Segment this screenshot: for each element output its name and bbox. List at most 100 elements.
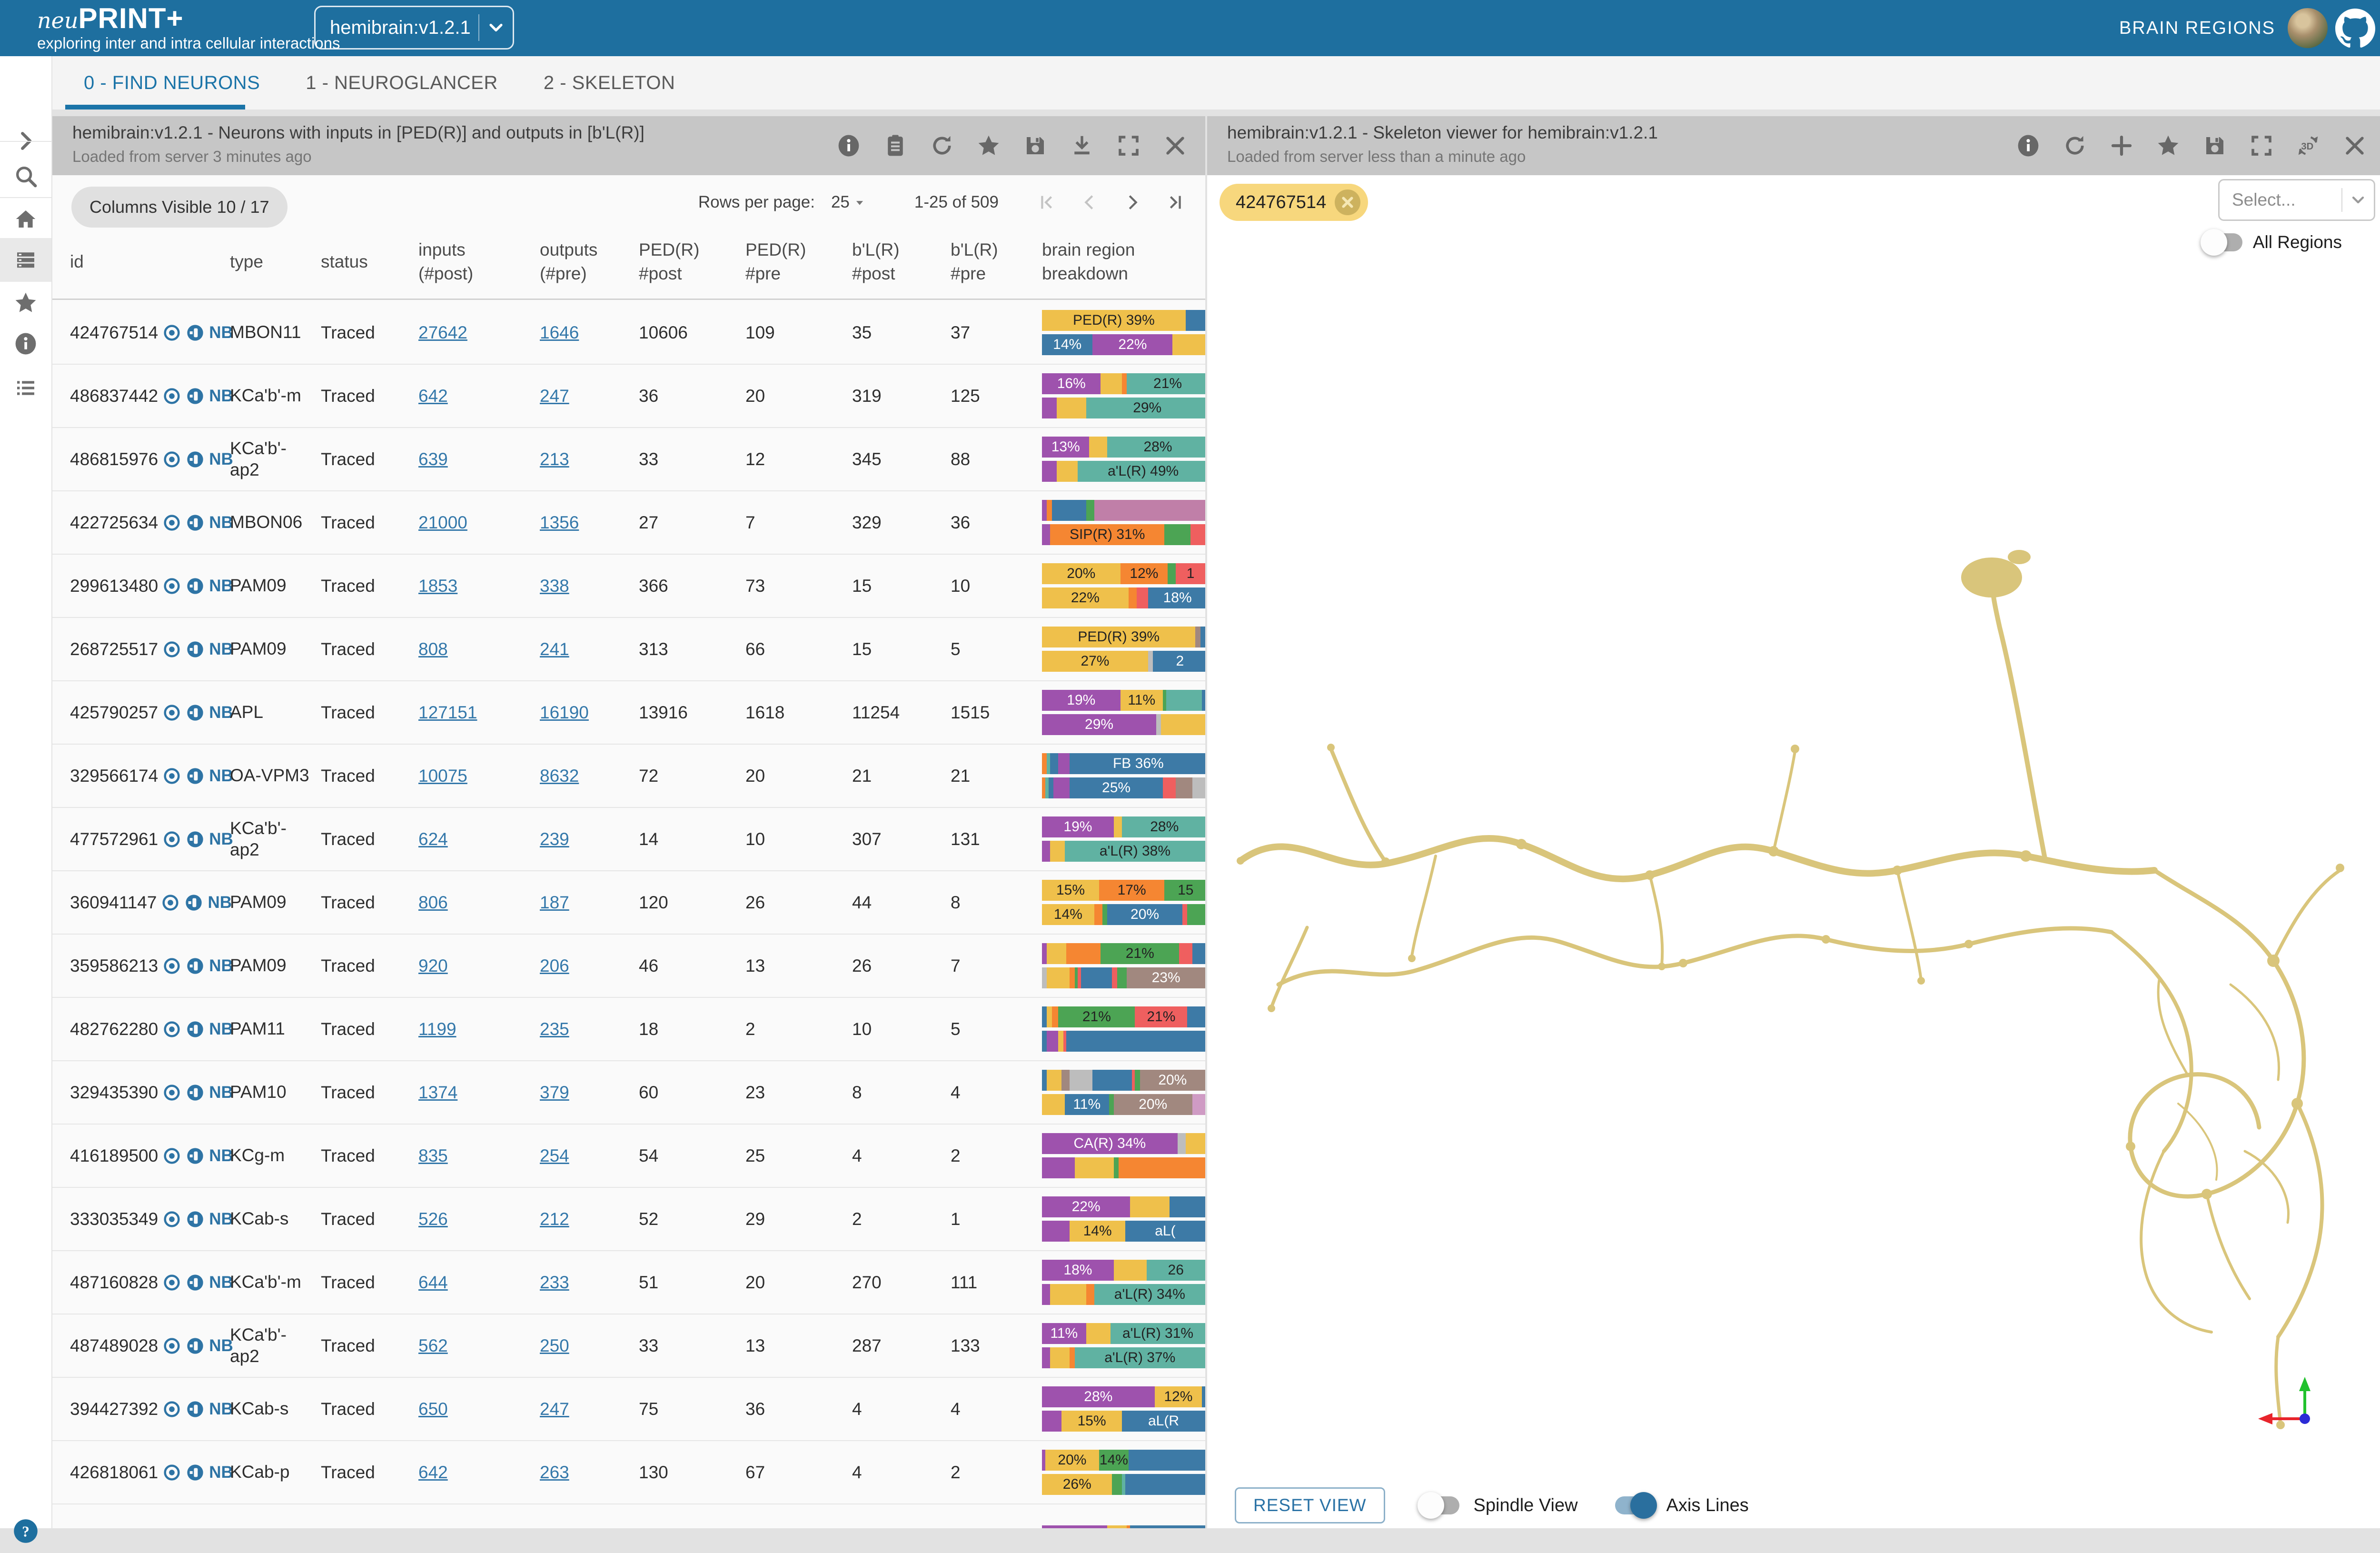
sidebar-item-info[interactable] (0, 322, 51, 366)
neuroglancer-icon[interactable] (186, 956, 205, 976)
count-link[interactable]: 920 (418, 956, 448, 976)
neuronbridge-link[interactable]: NB (209, 703, 233, 722)
github-icon[interactable] (2335, 8, 2375, 48)
eye-icon[interactable] (162, 513, 181, 532)
neuronbridge-link[interactable]: NB (209, 1273, 233, 1292)
count-link[interactable]: 1356 (540, 512, 579, 532)
neuronbridge-link[interactable]: NB (209, 513, 233, 532)
spindle-view-toggle[interactable] (1417, 1492, 1459, 1519)
eye-icon[interactable] (162, 1463, 181, 1482)
refresh-icon[interactable] (929, 133, 955, 159)
count-link[interactable]: 639 (418, 449, 448, 469)
neuronbridge-link[interactable]: NB (209, 1146, 233, 1165)
count-link[interactable]: 263 (540, 1462, 569, 1482)
neuronbridge-link[interactable]: NB (209, 639, 233, 658)
count-link[interactable]: 206 (540, 956, 569, 976)
user-avatar[interactable] (2288, 8, 2328, 48)
eye-icon[interactable] (162, 1400, 181, 1419)
neuroglancer-icon[interactable] (186, 830, 205, 849)
eye-icon[interactable] (162, 577, 181, 596)
neuronbridge-link[interactable]: NB (209, 323, 233, 342)
sidebar-item-list[interactable] (0, 366, 51, 410)
neuroglancer-icon[interactable] (186, 323, 205, 342)
skeleton-viewer[interactable]: 424767514 Select... All Regions (1207, 175, 2380, 1528)
neuronbridge-link[interactable]: NB (209, 1083, 233, 1102)
count-link[interactable]: 21000 (418, 512, 467, 532)
eye-icon[interactable] (162, 323, 181, 342)
eye-icon[interactable] (162, 1273, 181, 1292)
count-link[interactable]: 562 (418, 1335, 448, 1355)
count-link[interactable]: 10075 (418, 766, 467, 786)
count-link[interactable]: 247 (540, 1399, 569, 1419)
neuronbridge-link[interactable]: NB (209, 1209, 233, 1228)
close-icon[interactable] (1162, 133, 1188, 159)
neuronbridge-link[interactable]: NB (209, 766, 233, 785)
count-link[interactable]: 239 (540, 829, 569, 849)
fullscreen-icon[interactable] (1116, 133, 1141, 159)
neuroglancer-icon[interactable] (186, 703, 205, 722)
all-regions-toggle[interactable] (2200, 229, 2242, 256)
count-link[interactable]: 233 (540, 1272, 569, 1292)
eye-icon[interactable] (162, 703, 181, 722)
count-link[interactable]: 254 (540, 1145, 569, 1165)
neuroglancer-icon[interactable] (186, 513, 205, 532)
count-link[interactable]: 127151 (418, 702, 477, 722)
neuroglancer-icon[interactable] (186, 1083, 205, 1102)
neuroglancer-icon[interactable] (186, 1273, 205, 1292)
axis-lines-toggle[interactable] (1615, 1492, 1657, 1519)
eye-icon[interactable] (162, 1083, 181, 1102)
next-icon[interactable] (1121, 191, 1143, 213)
neuronbridge-link[interactable]: NB (209, 956, 233, 975)
close-icon[interactable] (2342, 133, 2368, 159)
count-link[interactable]: 338 (540, 576, 569, 596)
sidebar-item-star[interactable] (0, 281, 51, 325)
neuronbridge-link[interactable]: NB (209, 449, 233, 468)
tab-1[interactable]: 1 - NEUROGLANCER (306, 72, 498, 93)
count-link[interactable]: 624 (418, 829, 448, 849)
neuroglancer-icon[interactable] (186, 1146, 205, 1165)
tab-2[interactable]: 2 - SKELETON (543, 72, 675, 93)
count-link[interactable]: 526 (418, 1209, 448, 1229)
eye-icon[interactable] (162, 830, 181, 849)
neuroglancer-icon[interactable] (186, 1463, 205, 1482)
eye-icon[interactable] (162, 1020, 181, 1039)
last-page-icon[interactable] (1164, 191, 1186, 213)
count-link[interactable]: 650 (418, 1399, 448, 1419)
neuronbridge-link[interactable]: NB (209, 1399, 233, 1418)
neuronbridge-link[interactable]: NB (209, 1019, 233, 1038)
eye-icon[interactable] (161, 893, 180, 912)
eye-icon[interactable] (162, 450, 181, 469)
nav-brain-regions[interactable]: BRAIN REGIONS (2119, 18, 2275, 38)
count-link[interactable]: 27642 (418, 322, 467, 342)
columns-visible-chip[interactable]: Columns Visible 10 / 17 (71, 187, 288, 228)
count-link[interactable]: 1199 (418, 1019, 456, 1039)
neuroglancer-icon[interactable] (186, 767, 205, 786)
count-link[interactable]: 235 (540, 1019, 569, 1039)
eye-icon[interactable] (162, 1146, 181, 1165)
neuronbridge-link[interactable]: NB (209, 386, 233, 405)
neuroglancer-icon[interactable] (184, 893, 203, 912)
eye-icon[interactable] (162, 956, 181, 976)
sidebar-item-search[interactable] (0, 154, 51, 198)
neuroglancer-icon[interactable] (186, 1336, 205, 1355)
add-icon[interactable] (2109, 133, 2134, 159)
dataset-select[interactable]: hemibrain:v1.2.1 (314, 6, 514, 50)
tab-0[interactable]: 0 - FIND NEURONS (84, 72, 260, 93)
info-icon[interactable] (836, 133, 862, 159)
count-link[interactable]: 1646 (540, 322, 579, 342)
neuroglancer-icon[interactable] (186, 387, 205, 406)
count-link[interactable]: 642 (418, 1462, 448, 1482)
neuroglancer-icon[interactable] (186, 1400, 205, 1419)
eye-icon[interactable] (162, 767, 181, 786)
neuronbridge-link[interactable]: NB (208, 893, 232, 912)
eye-icon[interactable] (162, 640, 181, 659)
count-link[interactable]: 213 (540, 449, 569, 469)
count-link[interactable]: 806 (418, 892, 448, 912)
rotate-3d-icon[interactable]: 3D (2295, 133, 2321, 159)
eye-icon[interactable] (162, 387, 181, 406)
fullscreen-icon[interactable] (2249, 133, 2274, 159)
neuroglancer-icon[interactable] (186, 1020, 205, 1039)
rows-per-page-select[interactable]: 25 (831, 193, 868, 212)
help-icon[interactable]: ? (0, 1509, 51, 1553)
sidebar-item-home[interactable] (0, 197, 51, 241)
